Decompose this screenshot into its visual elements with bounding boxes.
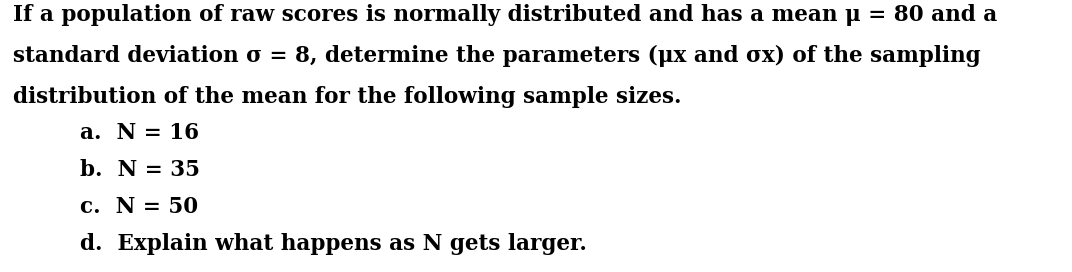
Text: d.  Explain what happens as N gets larger.: d. Explain what happens as N gets larger… bbox=[80, 233, 587, 255]
Text: a.  N = 16: a. N = 16 bbox=[80, 122, 199, 144]
Text: distribution of the mean for the following sample sizes.: distribution of the mean for the followi… bbox=[13, 86, 682, 108]
Text: b.  N = 35: b. N = 35 bbox=[80, 159, 200, 181]
Text: standard deviation σ = 8, determine the parameters (μx and σx) of the sampling: standard deviation σ = 8, determine the … bbox=[13, 45, 981, 67]
Text: If a population of raw scores is normally distributed and has a mean μ = 80 and : If a population of raw scores is normall… bbox=[13, 4, 997, 26]
Text: c.  N = 50: c. N = 50 bbox=[80, 196, 198, 218]
